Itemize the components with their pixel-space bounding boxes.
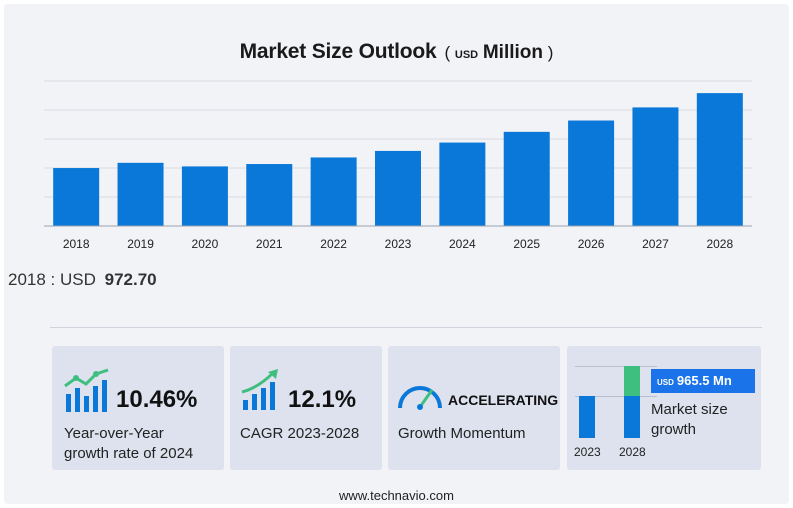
mini-bar-end bbox=[624, 396, 640, 438]
baseline-number: 972.70 bbox=[104, 270, 157, 289]
x-tick-label: 2019 bbox=[127, 237, 154, 251]
bar bbox=[439, 142, 486, 226]
x-tick-label: 2023 bbox=[385, 237, 412, 251]
stat-panel-cagr: 12.1% CAGR 2023-2028 bbox=[230, 346, 382, 470]
title-unit-text: Million bbox=[482, 42, 544, 63]
growth-label-line1: Market size bbox=[651, 401, 728, 418]
yoy-value: 10.46% bbox=[116, 386, 198, 413]
bar bbox=[310, 157, 357, 226]
mini-grid-line bbox=[575, 366, 657, 367]
bar bbox=[503, 131, 550, 226]
mini-grid-line bbox=[575, 396, 657, 397]
yoy-label-line2: growth rate of 2024 bbox=[64, 445, 194, 462]
stat-panel-growth: 2023 2028 Market size growth bbox=[567, 346, 761, 470]
yoy-label-line1: Year-over-Year bbox=[64, 425, 164, 442]
x-tick-label: 2027 bbox=[642, 237, 669, 251]
mini-bar-growth bbox=[624, 366, 640, 396]
title-unit: ( USD Million ) bbox=[444, 42, 554, 63]
bar bbox=[696, 93, 743, 227]
bar bbox=[568, 120, 615, 226]
bar bbox=[375, 150, 421, 226]
mini-bar-start bbox=[579, 396, 595, 438]
x-tick-label: 2028 bbox=[706, 237, 733, 251]
cagr-chart-icon bbox=[241, 369, 278, 410]
bar bbox=[53, 168, 100, 226]
growth-badge-value: 965.5 Mn bbox=[676, 373, 732, 388]
x-tick-label: 2022 bbox=[320, 237, 347, 251]
baseline-value: 2018 : USD 972.70 bbox=[8, 270, 157, 290]
cagr-label: CAGR 2023-2028 bbox=[240, 425, 360, 442]
divider bbox=[50, 327, 762, 328]
footer-url: www.technavio.com bbox=[339, 488, 454, 503]
x-tick-label: 2024 bbox=[449, 237, 476, 251]
growth-chart-icon bbox=[64, 368, 109, 412]
chart-title: Market Size Outlook ( USD Million ) bbox=[0, 40, 793, 64]
mini-year-start: 2023 bbox=[574, 445, 601, 459]
bar-chart: 2018 2019 2020 2021 2022 2023 2024 2025 2026 2027… bbox=[44, 80, 752, 251]
stat-panel-momentum: ACCELERATING Growth Momentum bbox=[388, 346, 560, 470]
title-unit-prefix: USD bbox=[454, 49, 479, 61]
x-tick-label: 2021 bbox=[256, 237, 283, 251]
momentum-label: Growth Momentum bbox=[398, 425, 526, 442]
momentum-value: ACCELERATING bbox=[448, 392, 559, 408]
x-tick-label: 2025 bbox=[513, 237, 540, 251]
mini-year-end: 2028 bbox=[619, 445, 646, 459]
bar bbox=[181, 166, 228, 226]
growth-badge: USD 965.5 Mn bbox=[651, 369, 755, 393]
x-tick-label: 2018 bbox=[63, 237, 90, 251]
x-tick-label: 2026 bbox=[578, 237, 605, 251]
speedometer-icon bbox=[398, 386, 442, 410]
bar bbox=[246, 164, 293, 226]
stat-panel-yoy: 10.46% Year-over-Year growth rate of 202… bbox=[52, 346, 224, 470]
growth-label-line2: growth bbox=[651, 421, 697, 438]
cagr-value: 12.1% bbox=[288, 386, 357, 413]
bar bbox=[117, 162, 164, 226]
growth-badge-prefix: USD bbox=[657, 378, 674, 387]
baseline-label: 2018 : USD bbox=[8, 270, 96, 289]
chart-title-text: Market Size Outlook bbox=[239, 40, 437, 63]
x-tick-label: 2020 bbox=[192, 237, 219, 251]
bar bbox=[632, 107, 679, 226]
